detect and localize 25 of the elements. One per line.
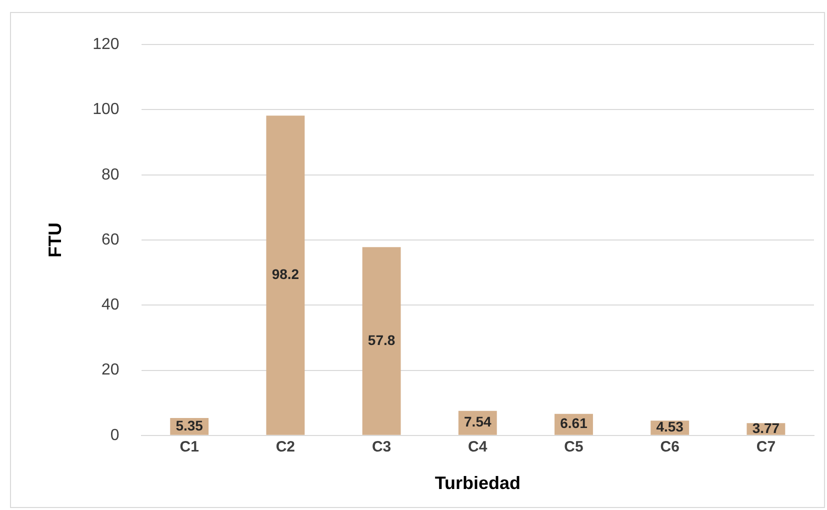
y-tick-label: 100 [92,101,120,118]
data-label: 98.2 [272,266,300,282]
bar [362,247,401,435]
x-tick-label: C5 [564,438,584,456]
data-label: 57.8 [368,332,396,348]
data-label: 7.54 [464,414,492,430]
data-label: 3.77 [752,420,780,436]
y-tick-label: 40 [102,296,120,314]
x-tick-label: C3 [372,438,392,456]
x-tick-label: C2 [276,438,296,456]
y-tick-label: 80 [102,166,120,184]
y-tick-label: 120 [92,36,120,54]
y-axis-title: FTU [44,222,65,258]
y-tick-label: 20 [102,362,120,379]
x-tick-label: C7 [756,438,776,456]
y-tick-label: 60 [102,231,120,248]
x-tick-label: C6 [660,438,680,456]
data-label: 4.53 [656,418,684,435]
x-tick-label: C4 [468,438,488,456]
data-label: 6.61 [560,415,588,432]
data-label: 5.35 [176,417,204,434]
x-axis-title: Turbiedad [434,473,520,494]
x-tick-label: C1 [180,438,199,456]
y-tick-label: 0 [110,426,120,444]
bar [266,116,305,435]
